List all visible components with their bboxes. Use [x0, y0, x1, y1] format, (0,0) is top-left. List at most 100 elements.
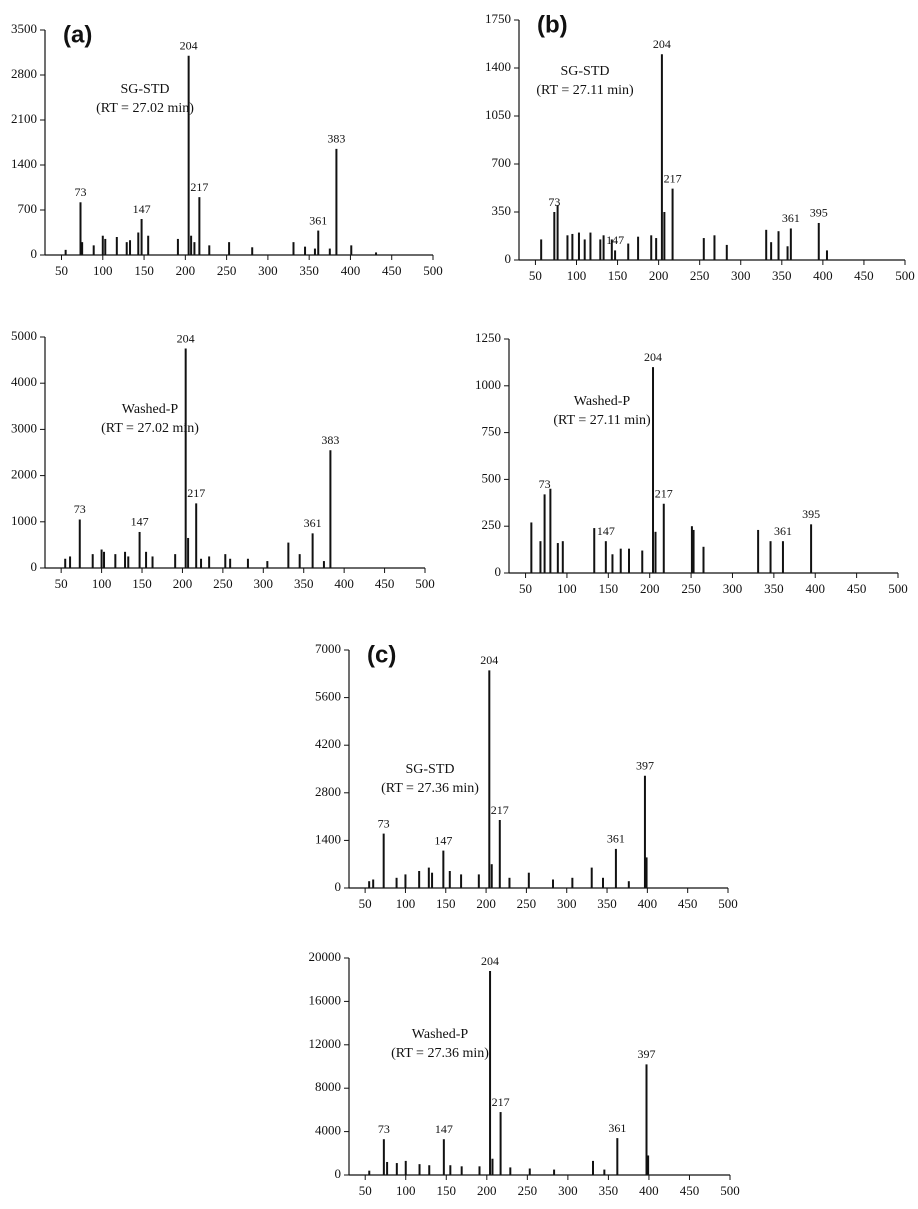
y-tick-label: 2800 — [315, 784, 341, 799]
peak-label: 204 — [177, 331, 195, 345]
x-tick-label: 100 — [567, 268, 587, 283]
peak-label: 395 — [802, 507, 820, 521]
y-tick-label: 250 — [482, 517, 502, 532]
y-tick-label: 0 — [495, 564, 502, 579]
x-tick-label: 300 — [258, 263, 278, 278]
y-tick-label: 0 — [335, 1166, 342, 1181]
peak-label: 361 — [774, 524, 792, 538]
x-tick-label: 500 — [888, 581, 908, 596]
annotation: SG-STD — [120, 82, 169, 97]
y-tick-label: 700 — [492, 155, 512, 170]
peak-label: 73 — [378, 1122, 390, 1136]
figure: 0700140021002800350050100150200250300350… — [0, 0, 918, 1209]
panel-label: (b) — [537, 11, 568, 38]
x-tick-label: 50 — [55, 576, 68, 591]
peak-label: 361 — [309, 213, 327, 227]
peak-label: 204 — [180, 38, 198, 52]
x-tick-label: 50 — [55, 263, 68, 278]
peak-label: 217 — [655, 486, 673, 500]
annotation: SG-STD — [560, 64, 609, 79]
y-tick-label: 0 — [31, 246, 38, 261]
x-tick-label: 400 — [639, 1183, 659, 1198]
x-tick-label: 450 — [375, 576, 395, 591]
peak-label: 73 — [378, 816, 390, 830]
x-tick-label: 200 — [176, 263, 196, 278]
x-tick-label: 250 — [213, 576, 233, 591]
annotation: Washed-P — [412, 1027, 469, 1042]
y-tick-label: 0 — [505, 251, 512, 266]
x-tick-label: 50 — [519, 581, 532, 596]
x-tick-label: 450 — [678, 896, 698, 911]
peak-label: 217 — [190, 180, 208, 194]
x-tick-label: 400 — [638, 896, 658, 911]
peak-label: 383 — [327, 132, 345, 146]
y-tick-label: 1250 — [475, 330, 501, 345]
y-tick-label: 7000 — [315, 641, 341, 656]
x-tick-label: 200 — [173, 576, 193, 591]
x-tick-label: 200 — [477, 1183, 497, 1198]
y-tick-label: 700 — [18, 201, 38, 216]
x-tick-label: 350 — [772, 268, 792, 283]
peak-label: 217 — [187, 486, 205, 500]
y-tick-label: 0 — [31, 559, 38, 574]
x-tick-label: 150 — [134, 263, 154, 278]
y-tick-label: 4200 — [315, 736, 341, 751]
x-tick-label: 350 — [599, 1183, 619, 1198]
peak-label: 361 — [782, 211, 800, 225]
y-tick-label: 3500 — [11, 21, 37, 36]
y-tick-label: 2800 — [11, 66, 37, 81]
y-tick-label: 3000 — [11, 420, 37, 435]
x-tick-label: 200 — [476, 896, 496, 911]
x-tick-label: 300 — [723, 581, 743, 596]
x-tick-label: 450 — [382, 263, 402, 278]
y-tick-label: 4000 — [315, 1123, 341, 1138]
x-tick-label: 250 — [518, 1183, 538, 1198]
x-tick-label: 300 — [254, 576, 274, 591]
peak-label: 383 — [321, 433, 339, 447]
x-tick-label: 350 — [597, 896, 617, 911]
x-tick-label: 250 — [517, 896, 537, 911]
x-tick-label: 400 — [813, 268, 833, 283]
annotation: SG-STD — [405, 762, 454, 777]
peak-label: 395 — [810, 206, 828, 220]
peak-label: 73 — [74, 185, 86, 199]
y-tick-label: 4000 — [11, 374, 37, 389]
x-tick-label: 350 — [764, 581, 784, 596]
x-tick-label: 100 — [396, 896, 416, 911]
x-tick-label: 50 — [529, 268, 542, 283]
y-tick-label: 350 — [492, 203, 512, 218]
x-tick-label: 300 — [557, 896, 577, 911]
peak-label: 204 — [653, 37, 671, 51]
x-tick-label: 350 — [299, 263, 319, 278]
peak-label: 217 — [491, 803, 509, 817]
y-tick-label: 2000 — [11, 467, 37, 482]
peak-label: 217 — [664, 171, 682, 185]
peak-label: 204 — [644, 350, 662, 364]
peak-label: 217 — [492, 1095, 510, 1109]
x-tick-label: 500 — [415, 576, 435, 591]
x-tick-label: 200 — [649, 268, 669, 283]
y-tick-label: 1400 — [11, 156, 37, 171]
y-tick-label: 1000 — [475, 377, 501, 392]
peak-label: 147 — [131, 515, 149, 529]
x-tick-label: 450 — [854, 268, 874, 283]
x-tick-label: 300 — [558, 1183, 578, 1198]
y-tick-label: 12000 — [309, 1036, 342, 1051]
x-tick-label: 250 — [681, 581, 701, 596]
y-tick-label: 1400 — [485, 59, 511, 74]
peak-label: 147 — [133, 202, 151, 216]
x-tick-label: 500 — [423, 263, 443, 278]
x-tick-label: 50 — [359, 1183, 372, 1198]
x-tick-label: 50 — [359, 896, 372, 911]
y-tick-label: 1750 — [485, 11, 511, 26]
x-tick-label: 500 — [895, 268, 915, 283]
peak-label: 147 — [597, 524, 615, 538]
y-tick-label: 1000 — [11, 513, 37, 528]
x-tick-label: 150 — [132, 576, 152, 591]
x-tick-label: 150 — [608, 268, 628, 283]
x-tick-label: 150 — [437, 1183, 457, 1198]
peak-label: 73 — [539, 477, 551, 491]
x-tick-label: 100 — [396, 1183, 416, 1198]
y-tick-label: 500 — [482, 470, 502, 485]
y-tick-label: 1400 — [315, 831, 341, 846]
